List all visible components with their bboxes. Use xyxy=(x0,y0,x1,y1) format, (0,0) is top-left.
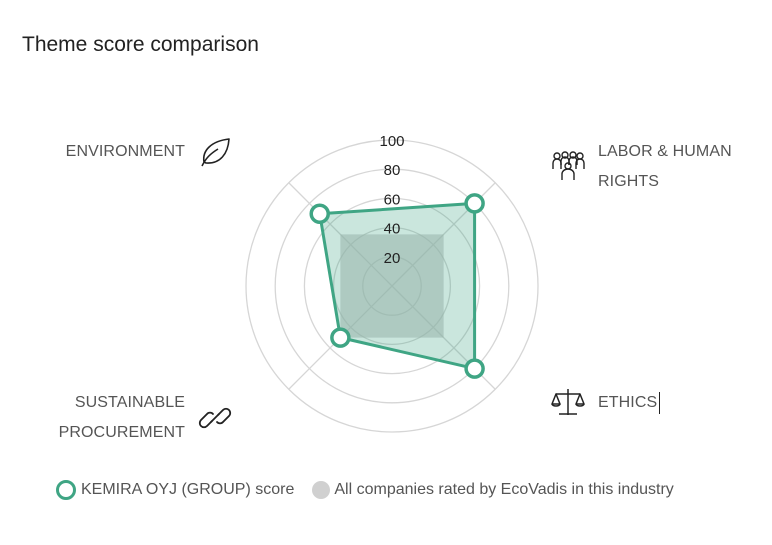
scales-icon xyxy=(551,389,585,415)
text-cursor xyxy=(659,392,660,414)
tick-label: 100 xyxy=(379,133,404,150)
grid-ring xyxy=(274,168,510,404)
company-point[interactable] xyxy=(464,358,485,379)
axis-label-environment: ENVIRONMENT xyxy=(65,143,185,160)
industry-area xyxy=(340,234,444,338)
legend-item-industry[interactable]: All companies rated by EcoVadis in this … xyxy=(294,481,674,499)
legend-label-company: KEMIRA OYJ (GROUP) score xyxy=(81,481,295,498)
people-icon xyxy=(552,151,585,180)
series-industry xyxy=(340,234,444,338)
company-point[interactable] xyxy=(464,193,485,214)
legend: KEMIRA OYJ (GROUP) score All companies r… xyxy=(56,480,674,500)
axis-label-labor-human-rights: LABOR & HUMAN RIGHTS xyxy=(598,143,732,190)
grid-ring xyxy=(245,139,539,433)
axis-label-sustainable-procurement: SUSTAINABLE PROCUREMENT xyxy=(58,394,185,441)
legend-label-industry: All companies rated by EcoVadis in this … xyxy=(334,481,674,498)
tick-label: 60 xyxy=(384,191,401,208)
company-point[interactable] xyxy=(330,327,351,348)
grid-ring xyxy=(303,197,481,375)
link-icon xyxy=(198,407,232,429)
leaf-icon xyxy=(201,138,230,167)
page-title: Theme score comparison xyxy=(22,33,259,56)
series-company xyxy=(309,193,485,379)
tick-label: 40 xyxy=(384,221,401,238)
legend-swatch-industry xyxy=(312,481,331,499)
tick-labels: 100 80 60 40 20 xyxy=(379,133,404,267)
grid-ring xyxy=(332,226,452,346)
axis-label-ethics: ETHICS xyxy=(598,394,658,411)
grid-rings xyxy=(245,139,539,433)
legend-item-company[interactable]: KEMIRA OYJ (GROUP) score xyxy=(56,480,294,500)
company-point[interactable] xyxy=(309,203,330,224)
legend-swatch-company xyxy=(56,480,76,500)
tick-label: 80 xyxy=(384,162,401,179)
tick-label: 20 xyxy=(384,250,401,267)
